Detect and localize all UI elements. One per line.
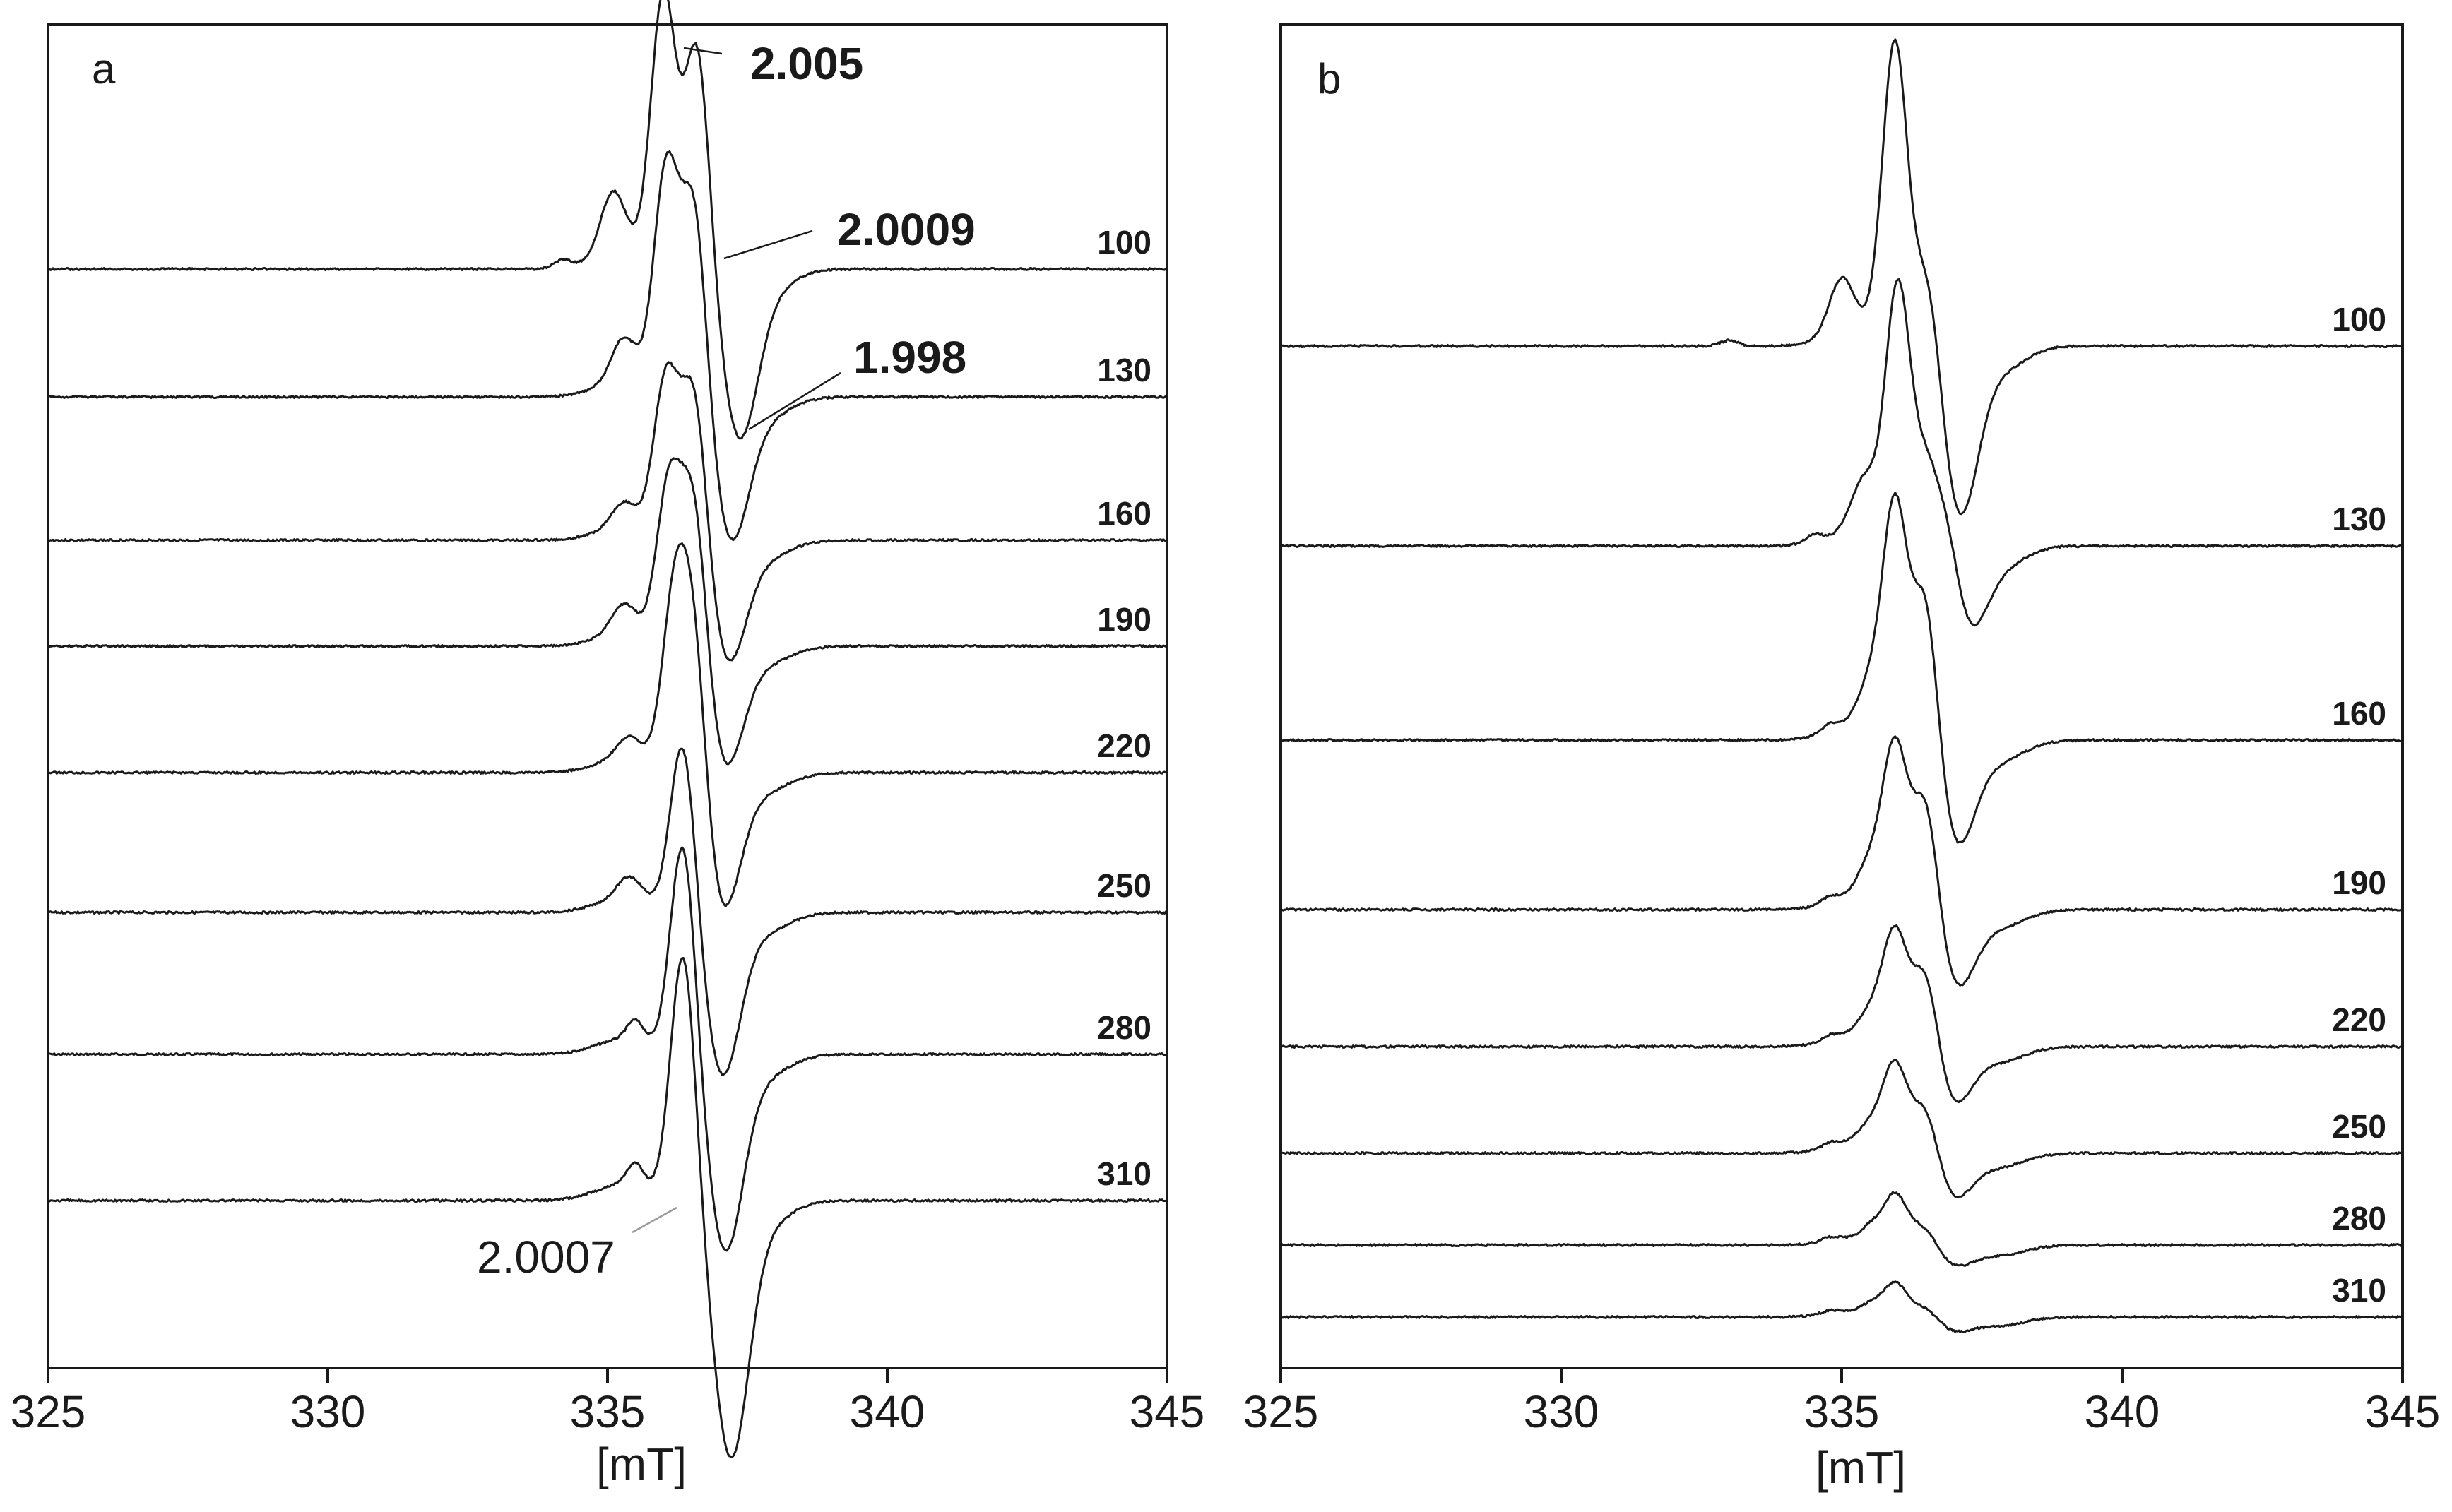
- temperature-label-160: 160: [2332, 695, 2386, 732]
- spectrum-trace-310: [1279, 1280, 2403, 1333]
- temperature-label-190: 190: [1097, 601, 1151, 638]
- panel-a-x-ticks: 325 330 335 340 345: [11, 1368, 1205, 1437]
- spectrum-trace-280: [47, 846, 1168, 1252]
- spectrum-trace-250: [47, 747, 1168, 1076]
- temperature-label-250: 250: [2332, 1108, 2386, 1145]
- annotation-20009: 2.0009: [837, 204, 976, 255]
- spectrum-trace-100: [1281, 38, 2403, 516]
- annotation-2005-leader: [683, 47, 723, 55]
- temperature-label-250: 250: [1097, 867, 1151, 904]
- temperature-label-100: 100: [2332, 301, 2386, 338]
- panel-a-label: a: [92, 45, 116, 93]
- temperature-label-280: 280: [1097, 1009, 1151, 1046]
- spectrum-trace-280: [1280, 1191, 2403, 1267]
- spectrum-trace-190: [1280, 735, 2403, 987]
- x-tick-label-325: 325: [11, 1386, 86, 1437]
- x-tick-label-345: 345: [2365, 1386, 2441, 1437]
- panel-a-frame: [47, 23, 1168, 1369]
- annotation-20007-leader: [632, 1206, 677, 1234]
- temperature-label-130: 130: [2332, 501, 2386, 537]
- annotation-2005: 2.005: [750, 38, 863, 89]
- temperature-label-220: 220: [2332, 1001, 2386, 1038]
- annotation-20009-leader: [723, 230, 813, 260]
- spectrum-trace-310: [47, 957, 1168, 1458]
- panel-a-temperature-labels: 100 130 160 190 220 250 280 310: [1097, 224, 1151, 1192]
- x-tick-label-330: 330: [1524, 1386, 1599, 1437]
- annotation-20007: 2.0007: [477, 1232, 615, 1282]
- x-tick-label-325: 325: [1243, 1386, 1319, 1437]
- temperature-label-220: 220: [1097, 727, 1151, 764]
- spectrum-trace-160: [47, 361, 1168, 662]
- spectrum-trace-100: [47, 0, 1168, 440]
- spectrum-trace-220: [47, 542, 1168, 907]
- panel-b-x-axis-title: [mT]: [1816, 1442, 1906, 1493]
- panel-a-traces: [47, 0, 1168, 1458]
- temperature-label-100: 100: [1097, 224, 1151, 261]
- spectrum-trace-130: [47, 150, 1168, 542]
- panel-a-x-axis-title: [mT]: [596, 1439, 687, 1489]
- spectrum-trace-160: [1280, 492, 2403, 844]
- panel-b-temperature-labels: 100 130 160 190 220 250 280 310: [2332, 301, 2386, 1309]
- annotation-1998-leader: [748, 371, 841, 431]
- panel-b-frame: [1279, 23, 2404, 1369]
- x-tick-label-340: 340: [850, 1386, 925, 1437]
- temperature-label-130: 130: [1097, 352, 1151, 388]
- x-tick-label-335: 335: [1804, 1386, 1880, 1437]
- temperature-label-280: 280: [2332, 1200, 2386, 1237]
- spectrum-trace-130: [1280, 278, 2403, 627]
- temperature-label-310: 310: [1097, 1155, 1151, 1192]
- temperature-label-310: 310: [2332, 1272, 2386, 1309]
- panel-b-x-ticks: 325 330 335 340 345: [1243, 1368, 2441, 1437]
- temperature-label-190: 190: [2332, 864, 2386, 901]
- x-tick-label-345: 345: [1130, 1386, 1205, 1437]
- spectrum-trace-220: [1280, 924, 2403, 1104]
- spectrum-trace-250: [1280, 1059, 2404, 1198]
- x-tick-label-335: 335: [570, 1386, 646, 1437]
- temperature-label-160: 160: [1097, 495, 1151, 532]
- x-tick-label-340: 340: [2085, 1386, 2160, 1437]
- panel-b-label: b: [1317, 55, 1341, 102]
- annotation-1998: 1.998: [853, 332, 966, 383]
- spectrum-trace-190: [47, 457, 1168, 766]
- panel-b-traces: [1279, 38, 2404, 1333]
- x-tick-label-330: 330: [290, 1386, 366, 1437]
